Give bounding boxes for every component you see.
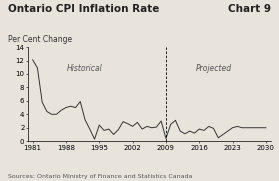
Text: Historical: Historical: [67, 64, 103, 73]
Text: Chart 9: Chart 9: [228, 4, 271, 14]
Text: Projected: Projected: [196, 64, 232, 73]
Text: Sources: Ontario Ministry of Finance and Statistics Canada: Sources: Ontario Ministry of Finance and…: [8, 174, 193, 179]
Text: Ontario CPI Inflation Rate: Ontario CPI Inflation Rate: [8, 4, 160, 14]
Text: Per Cent Change: Per Cent Change: [8, 35, 73, 44]
